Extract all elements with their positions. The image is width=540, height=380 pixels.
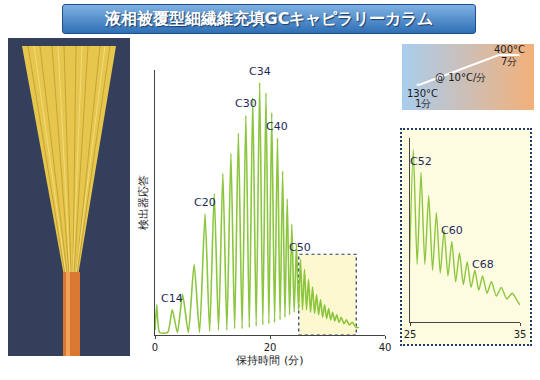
svg-text:C50: C50: [289, 241, 311, 254]
svg-text:0: 0: [152, 342, 158, 353]
svg-text:35: 35: [514, 329, 527, 340]
svg-text:C68: C68: [472, 258, 494, 271]
svg-text:C14: C14: [161, 292, 183, 305]
svg-text:C52: C52: [410, 155, 432, 168]
svg-text:C60: C60: [441, 224, 463, 237]
html-text:液相被覆型細繊維充填GCキャピラリーカラム: 液相被覆型細繊維充填GCキャピラリーカラム: [104, 9, 434, 28]
svg-text:20: 20: [264, 342, 277, 353]
svg-text:@ 10°C/分: @ 10°C/分: [435, 72, 486, 83]
svg-text:検出器応答: 検出器応答: [137, 175, 150, 230]
svg-text:C40: C40: [266, 120, 288, 133]
svg-text:C34: C34: [249, 65, 271, 78]
svg-text:40: 40: [379, 342, 392, 353]
svg-text:1分: 1分: [415, 98, 431, 109]
svg-text:保持時間 (分): 保持時間 (分): [236, 354, 303, 367]
svg-text:C20: C20: [194, 196, 216, 209]
svg-text:25: 25: [404, 329, 417, 340]
svg-text:130°C: 130°C: [407, 88, 438, 99]
svg-text:400°C: 400°C: [494, 44, 525, 55]
svg-text:7分: 7分: [501, 56, 517, 67]
svg-text:C30: C30: [235, 97, 257, 110]
